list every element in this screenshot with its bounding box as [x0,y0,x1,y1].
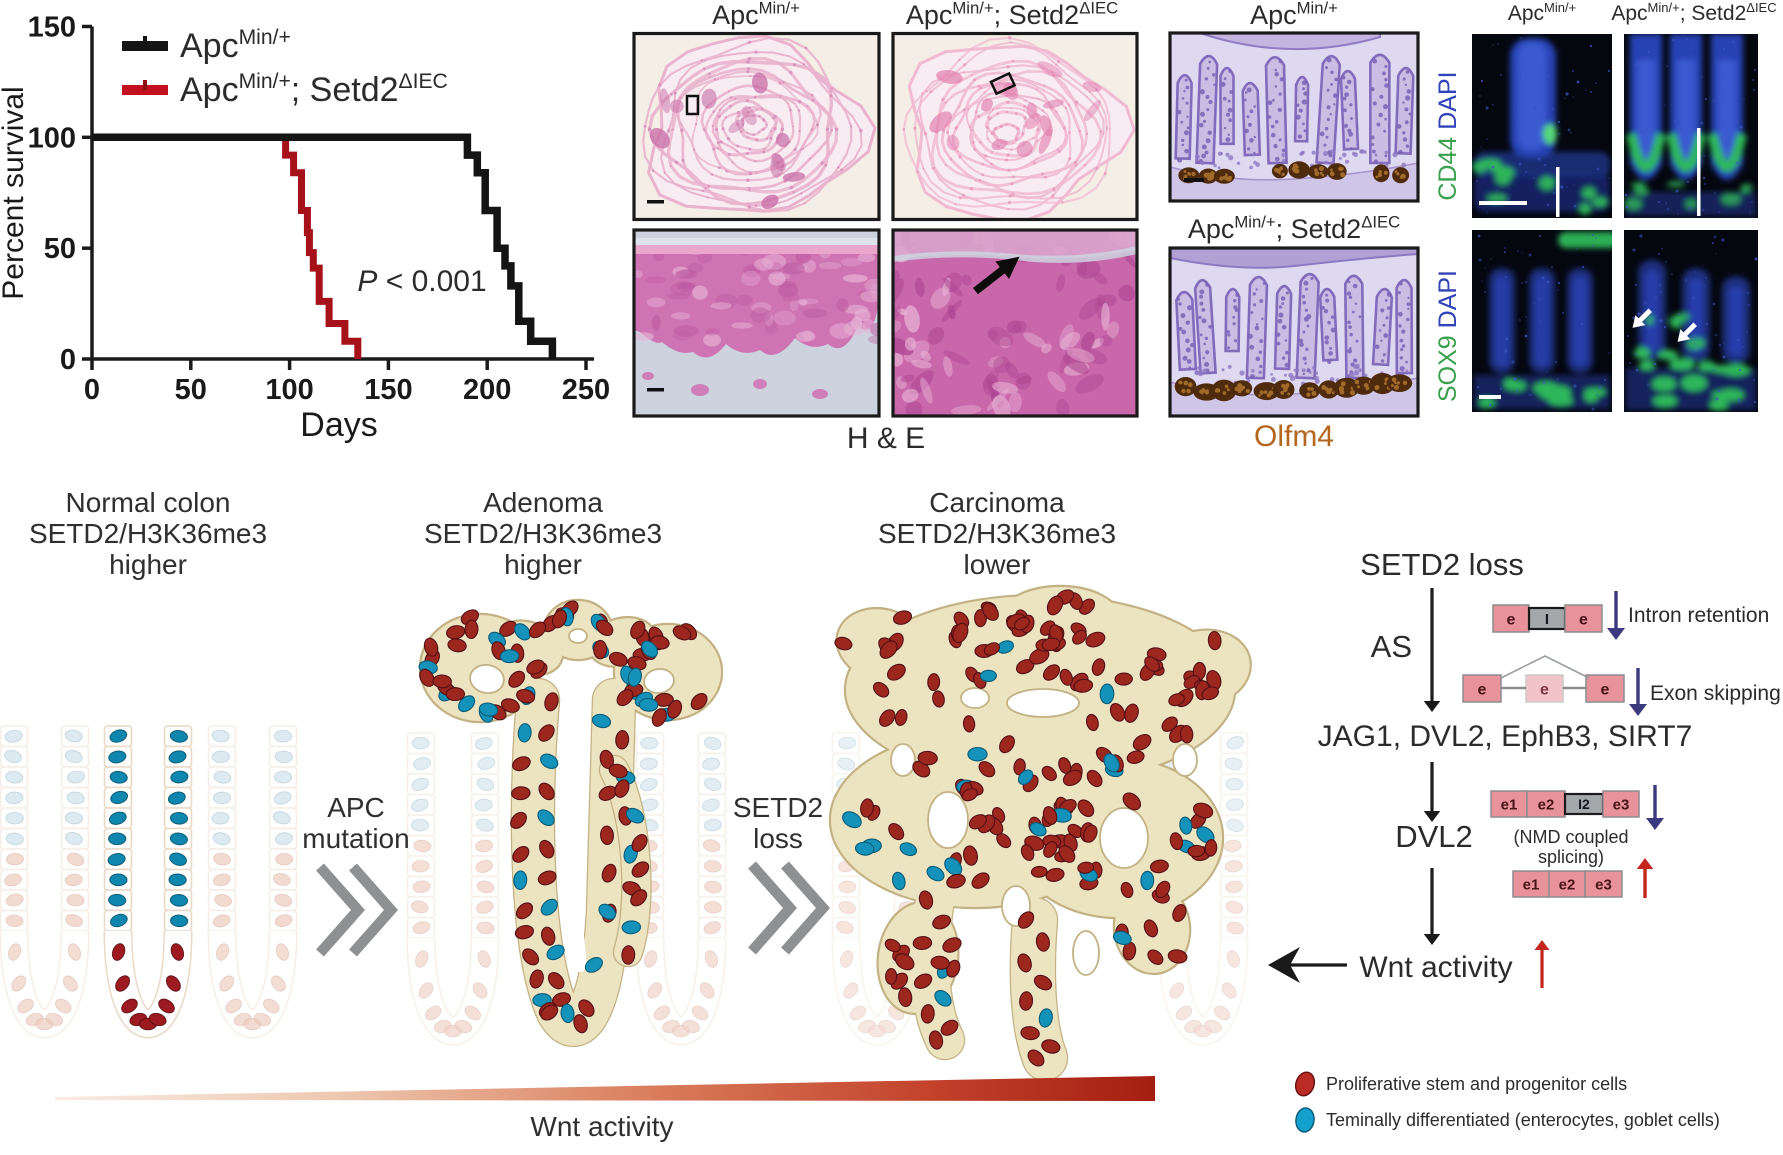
svg-text:mutation: mutation [302,823,409,854]
svg-text:0: 0 [60,344,76,376]
svg-text:Proliferative stem and progeni: Proliferative stem and progenitor cells [1326,1074,1627,1094]
svg-text:100: 100 [28,122,76,154]
svg-text:Days: Days [300,406,377,444]
svg-text:ApcMin/+: ApcMin/+ [1250,0,1338,30]
svg-text:loss: loss [753,823,803,854]
svg-text:CD44 DAPI: CD44 DAPI [1434,71,1462,200]
svg-text:SETD2: SETD2 [733,792,823,823]
svg-text:Teminally differentiated (ente: Teminally differentiated (enterocytes, g… [1326,1110,1720,1130]
svg-text:e: e [1478,681,1487,698]
svg-text:50: 50 [175,374,207,406]
svg-text:e3: e3 [1595,876,1612,893]
svg-text:Normal colon: Normal colon [66,487,231,518]
svg-text:SETD2/H3K36me3: SETD2/H3K36me3 [878,518,1116,549]
svg-text:e2: e2 [1559,876,1576,893]
svg-text:100: 100 [265,374,313,406]
svg-text:splicing): splicing) [1538,847,1604,867]
svg-text:Intron retention: Intron retention [1628,604,1769,627]
svg-text:e: e [1540,681,1549,698]
svg-text:P < 0.001: P < 0.001 [357,265,486,298]
svg-text:150: 150 [28,12,76,44]
svg-text:0: 0 [84,374,100,406]
svg-text:ApcMin/+; Setd2ΔIEC: ApcMin/+; Setd2ΔIEC [1611,0,1776,25]
svg-text:250: 250 [562,374,610,406]
svg-text:Exon skipping: Exon skipping [1650,682,1781,705]
svg-text:Adenoma: Adenoma [483,487,603,518]
svg-text:50: 50 [44,233,76,265]
svg-text:Olfm4: Olfm4 [1254,420,1334,453]
svg-text:Wnt activity: Wnt activity [1359,951,1512,984]
svg-text:I2: I2 [1578,796,1590,812]
svg-text:Carcinoma: Carcinoma [929,487,1065,518]
svg-text:e1: e1 [1501,796,1518,813]
svg-text:Wnt activity: Wnt activity [530,1111,673,1142]
svg-text:ApcMin/+: ApcMin/+ [1508,0,1576,25]
svg-text:JAG1, DVL2, EphB3, SIRT7: JAG1, DVL2, EphB3, SIRT7 [1318,720,1693,753]
svg-text:SETD2 loss: SETD2 loss [1360,547,1524,582]
svg-text:SETD2/H3K36me3: SETD2/H3K36me3 [29,518,267,549]
svg-text:higher: higher [109,549,187,580]
svg-text:I: I [1545,611,1549,628]
svg-text:(NMD coupled: (NMD coupled [1513,827,1628,847]
svg-text:200: 200 [463,374,511,406]
svg-text:H & E: H & E [847,422,925,455]
svg-text:lower: lower [964,549,1031,580]
svg-text:ApcMin/+; Setd2ΔIEC: ApcMin/+; Setd2ΔIEC [180,70,448,109]
svg-text:e2: e2 [1538,796,1555,813]
svg-text:ApcMin/+: ApcMin/+ [712,0,800,30]
svg-text:SOX9 DAPI: SOX9 DAPI [1434,270,1462,402]
svg-text:ApcMin/+; Setd2ΔIEC: ApcMin/+; Setd2ΔIEC [1188,213,1400,244]
svg-text:higher: higher [504,549,582,580]
svg-text:e3: e3 [1613,796,1630,813]
svg-text:e: e [1507,611,1516,628]
svg-text:Percent survival: Percent survival [0,86,30,299]
svg-text:e1: e1 [1523,876,1540,893]
svg-text:ApcMin/+; Setd2ΔIEC: ApcMin/+; Setd2ΔIEC [906,0,1118,30]
svg-text:150: 150 [364,374,412,406]
svg-text:SETD2/H3K36me3: SETD2/H3K36me3 [424,518,662,549]
svg-text:DVL2: DVL2 [1395,819,1473,854]
svg-text:APC: APC [327,792,385,823]
svg-text:e: e [1579,611,1588,628]
svg-text:AS: AS [1371,629,1412,664]
svg-text:e: e [1601,681,1610,698]
svg-text:ApcMin/+: ApcMin/+ [180,26,291,65]
